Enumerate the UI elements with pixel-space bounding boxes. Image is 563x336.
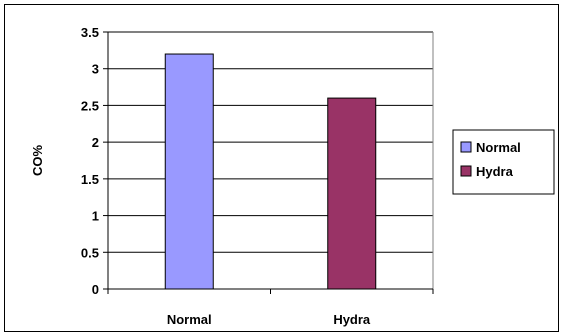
y-tick-label: 1.5 [81,172,99,187]
y-tick-label: 1 [92,209,99,224]
y-tick-label: 2.5 [81,98,99,113]
plot-area [108,32,433,289]
x-tick-label: Hydra [333,312,371,327]
y-tick-label: 0.5 [81,245,99,260]
bar-normal [164,53,214,290]
legend-label: Normal [476,140,521,155]
legend-box [452,129,555,195]
y-tick-label: 3 [92,62,99,77]
y-tick-label: 2 [92,135,99,150]
y-tick-label: 0 [92,282,99,297]
bar-hydra [327,97,377,290]
y-axis-title: CO% [30,145,45,177]
legend-swatch [460,165,472,177]
x-tick-label: Normal [167,312,212,327]
y-tick-label: 3.5 [81,25,99,40]
legend-label: Hydra [476,164,514,179]
legend-swatch [460,141,472,153]
